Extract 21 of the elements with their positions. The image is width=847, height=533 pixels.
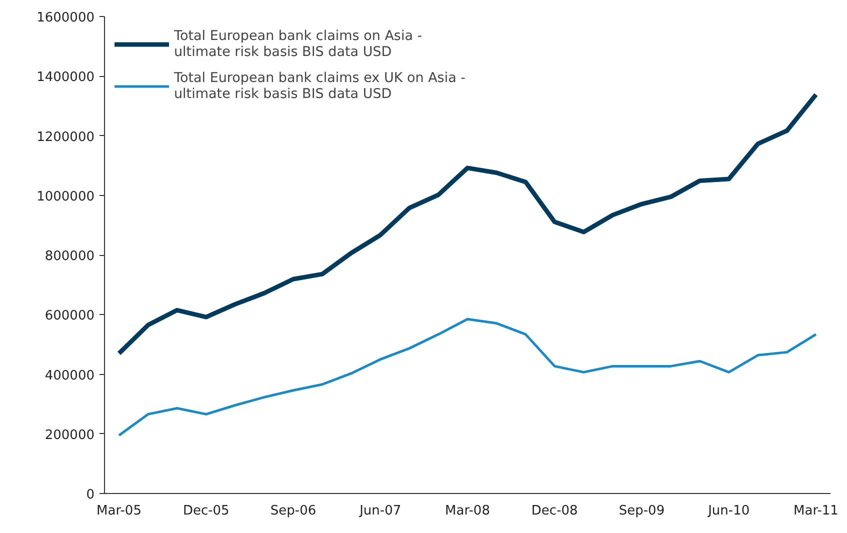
y-tick-label: 800000 bbox=[44, 249, 95, 264]
x-tick-label: Dec-05 bbox=[182, 504, 230, 518]
x-tick-label: Jun-10 bbox=[707, 504, 750, 518]
y-tick-label: 0 bbox=[86, 488, 95, 502]
x-tick-label: Jun-07 bbox=[358, 504, 402, 518]
x-tick-label: Mar-05 bbox=[96, 504, 142, 518]
x-tick-label: Mar-08 bbox=[445, 504, 490, 518]
y-tick-label: 1000000 bbox=[36, 189, 95, 204]
y-tick-label: 200000 bbox=[44, 428, 95, 443]
legend-label: Total European bank claims ex UK on Asia - ultimate risk basis BIS data USD bbox=[174, 69, 466, 104]
y-tick-label: 600000 bbox=[44, 308, 95, 324]
x-tick-label: Mar-11 bbox=[794, 504, 838, 518]
line-series bbox=[118, 318, 818, 437]
y-tick-label: 1200000 bbox=[36, 130, 95, 145]
x-tick-label: Dec-08 bbox=[531, 504, 578, 518]
y-tick-label: 1600000 bbox=[36, 10, 95, 26]
x-tick-label: Sep-06 bbox=[270, 504, 316, 518]
x-tick-label: Sep-09 bbox=[618, 504, 665, 518]
y-tick-label: 1400000 bbox=[36, 70, 95, 86]
legend-label: Total European bank claims on Asia - ultimate risk basis BIS data USD bbox=[174, 27, 422, 62]
y-tick-label: 400000 bbox=[44, 368, 95, 384]
